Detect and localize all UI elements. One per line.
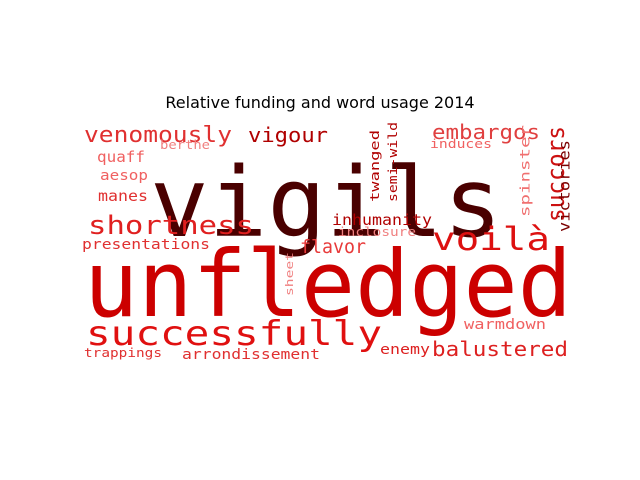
word-vigils: vigils — [150, 147, 502, 259]
word-presentations: presentations — [82, 237, 210, 253]
word-flavor: flavor — [300, 236, 366, 258]
word-voil-: voilà — [432, 220, 550, 258]
word-quaff: quaff — [97, 148, 145, 166]
word-successfully: successfully — [86, 314, 382, 354]
word-twanged: twanged — [368, 130, 382, 202]
word-inclosure: inclosure — [338, 225, 416, 239]
word-embargos: embargos — [432, 120, 540, 144]
word-semi-wild: semi-wild — [386, 122, 400, 202]
word-trappings: trappings — [84, 346, 162, 360]
word-induces: induces — [430, 137, 492, 151]
word-vigour: vigour — [248, 123, 328, 147]
word-sheet: sheet — [283, 252, 296, 296]
word-succors: succors — [542, 126, 570, 222]
word-victories: victories — [555, 140, 573, 232]
word-venomously: venomously — [84, 123, 232, 148]
word-unfledged: unfledged — [84, 231, 572, 338]
word-berthe: berthe — [160, 138, 210, 152]
word-arrondissement: arrondissement — [182, 347, 320, 363]
word-aesop: aesop — [100, 168, 148, 184]
chart-title: Relative funding and word usage 2014 — [165, 93, 475, 112]
word-enemy: enemy — [380, 342, 430, 358]
word-manes: manes — [98, 187, 148, 205]
word-spinster: spinster — [519, 125, 534, 217]
word-inhumanity: inhumanity — [332, 211, 432, 229]
word-balustered: balustered — [432, 337, 568, 361]
word-shortness: shortness — [88, 211, 254, 241]
word-warmdown: warmdown — [464, 317, 546, 333]
